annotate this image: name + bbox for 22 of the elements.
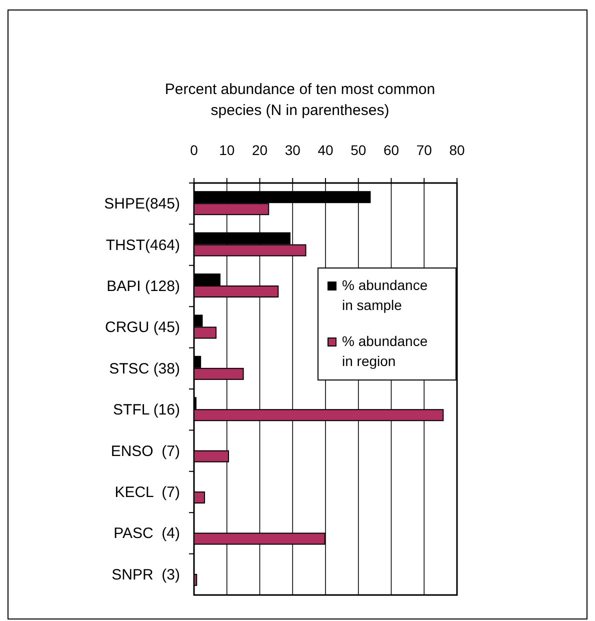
y-tick-label: THST(464): [106, 236, 180, 254]
x-tick-label: 20: [252, 142, 268, 158]
x-tick-label: 80: [449, 142, 465, 158]
legend-label: % abundance in region: [342, 333, 428, 369]
y-tick-label: BAPI (128): [106, 278, 180, 295]
y-tick-label: ENSO (7): [110, 442, 180, 460]
y-tick-label: CRGU (45): [104, 319, 180, 336]
x-tick-label: 60: [383, 142, 400, 158]
y-tick-label: SHPE(845): [104, 196, 180, 213]
y-tick-label: SNPR (3): [112, 566, 180, 584]
x-tick-label: 30: [284, 142, 301, 158]
y-tick-label: STFL (16): [113, 402, 180, 419]
x-tick-label: 10: [219, 142, 235, 158]
y-tick-label: STSC (38): [109, 360, 180, 378]
y-tick-label: PASC (4): [114, 525, 180, 542]
x-tick-label: 70: [416, 142, 432, 158]
legend-label: % abundance in sample: [342, 277, 428, 313]
chart-title: Percent abundance of ten most common species (N in parentheses): [164, 81, 436, 119]
x-tick-label: 0: [190, 142, 198, 158]
y-tick-label: KECL (7): [114, 484, 180, 501]
x-tick-label: 50: [350, 142, 366, 158]
x-tick-label: 40: [318, 142, 334, 158]
